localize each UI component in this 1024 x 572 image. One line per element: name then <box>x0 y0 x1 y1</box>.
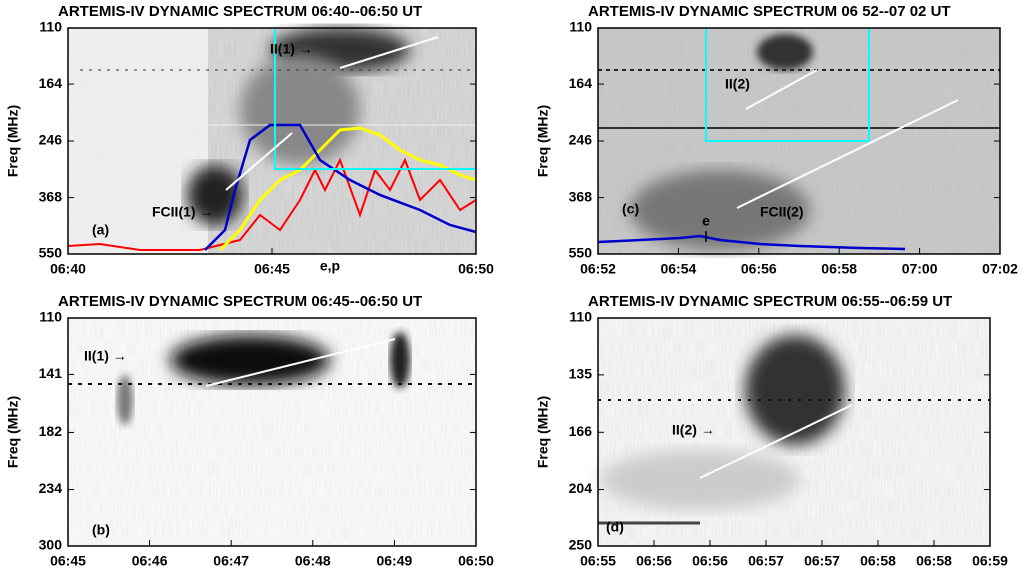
y-axis-label: Freq (MHz) <box>5 396 21 468</box>
y-tick-label: 166 <box>569 423 593 439</box>
y-tick-label: 135 <box>569 366 593 382</box>
x-tick-label: 06:58 <box>821 261 857 277</box>
x-tick-label: 06:56 <box>692 553 728 569</box>
annotation: II(1) → <box>270 41 313 57</box>
panel-title: ARTEMIS-IV DYNAMIC SPECTRUM 06:40--06:50… <box>58 3 422 20</box>
y-tick-label: 164 <box>39 75 63 91</box>
y-tick-label: 141 <box>39 365 63 381</box>
y-tick-label: 110 <box>39 19 62 35</box>
y-tick-label: 368 <box>39 188 63 204</box>
x-tick-label: 06:54 <box>660 261 696 277</box>
y-axis-label: Freq (MHz) <box>5 105 21 177</box>
x-tick-label: 06:56 <box>636 553 672 569</box>
annotation: FCII(2) <box>760 204 804 220</box>
spectrum-d <box>598 318 990 546</box>
x-tick-label: 07:00 <box>902 261 938 277</box>
x-tick-label: 06:56 <box>741 261 777 277</box>
spectrum-c <box>597 28 1000 254</box>
annotation: e,p <box>320 258 340 274</box>
x-tick-label: 06:58 <box>916 553 952 569</box>
y-tick-label: 164 <box>569 75 593 91</box>
x-tick-label: 06:48 <box>295 553 331 569</box>
panel-title: ARTEMIS-IV DYNAMIC SPECTRUM 06:45--06:50… <box>58 293 422 310</box>
x-tick-label: 06:58 <box>860 553 896 569</box>
annotation: FCII(1) → <box>152 204 213 220</box>
x-tick-label: 06:59 <box>972 553 1008 569</box>
x-tick-label: 06:57 <box>748 553 784 569</box>
x-tick-label: 06:50 <box>458 553 494 569</box>
spectrum-a <box>67 28 477 254</box>
annotation: II(2) <box>725 76 750 92</box>
annotation: (d) <box>606 519 624 535</box>
y-axis-label: Freq (MHz) <box>535 105 551 177</box>
y-tick-label: 300 <box>39 537 63 553</box>
y-tick-label: 550 <box>39 245 63 261</box>
y-tick-label: 550 <box>569 245 593 261</box>
panel-title: ARTEMIS-IV DYNAMIC SPECTRUM 06:55--06:59… <box>588 293 952 310</box>
annotation: II(1) → <box>84 348 127 364</box>
x-tick-label: 06:45 <box>50 553 86 569</box>
y-tick-label: 110 <box>39 309 62 325</box>
y-tick-label: 110 <box>569 309 592 325</box>
x-tick-label: 06:47 <box>213 553 249 569</box>
annotation: (b) <box>92 522 110 538</box>
x-tick-label: 06:49 <box>376 553 412 569</box>
x-tick-label: 06:52 <box>580 261 616 277</box>
spectrum-b <box>68 318 476 546</box>
x-tick-label: 07:02 <box>982 261 1018 277</box>
x-tick-label: 06:40 <box>50 261 86 277</box>
y-tick-label: 368 <box>569 188 593 204</box>
annotation: (a) <box>92 222 109 238</box>
x-tick-label: 06:55 <box>580 553 616 569</box>
x-tick-label: 06:57 <box>804 553 840 569</box>
x-tick-label: 06:45 <box>254 261 290 277</box>
panel-title: ARTEMIS-IV DYNAMIC SPECTRUM 06 52--07 02… <box>588 3 951 20</box>
y-tick-label: 246 <box>569 132 593 148</box>
annotation: II(2) → <box>672 422 715 438</box>
x-tick-label: 06:46 <box>132 553 168 569</box>
y-tick-label: 246 <box>39 132 63 148</box>
y-tick-label: 234 <box>39 480 63 496</box>
y-tick-label: 250 <box>569 537 593 553</box>
y-axis-label: Freq (MHz) <box>535 396 551 468</box>
x-tick-label: 06:50 <box>458 261 494 277</box>
annotation: (c) <box>622 201 639 217</box>
annotation: e <box>702 213 710 229</box>
y-tick-label: 182 <box>39 423 63 439</box>
y-tick-label: 110 <box>569 19 592 35</box>
y-tick-label: 204 <box>569 480 593 496</box>
